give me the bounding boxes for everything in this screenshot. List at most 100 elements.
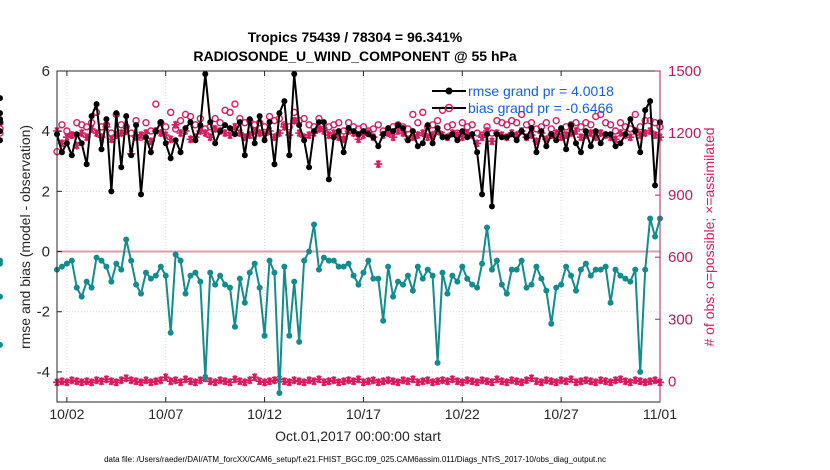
bias-point [103,263,110,270]
bias-point [444,290,451,297]
rmse-point [597,140,604,147]
rmse-point [533,149,540,156]
rmse-point [464,134,471,141]
rmse-point [454,137,461,144]
obs-assimilated-point [552,129,561,138]
bias-point [118,266,125,273]
rmse-point [429,140,436,147]
rmse-point [498,134,505,141]
obs-assimilated-point [606,378,615,387]
obs-assimilated-point [67,376,76,385]
bias-point [202,374,209,381]
rmse-point [0,128,3,135]
obs-assimilated-point [260,131,269,140]
rmse-point [315,119,322,126]
obs-assimilated-point [453,131,462,140]
bias-point [182,290,189,297]
obs-assimilated-point [156,129,165,138]
y-tick-label: -4 [37,364,50,381]
rmse-point [518,128,525,135]
obs-assimilated-point [206,133,215,142]
obs-assimilated-point [270,133,279,142]
bias-point [538,275,545,282]
legend-bias-label: bias grand pr = -0.6466 [468,100,613,116]
rmse-point [271,161,278,168]
rmse-point [370,134,377,141]
bias-point [0,293,3,300]
bias-point [261,332,268,339]
obs-assimilated-point [295,129,304,138]
obs-assimilated-point [562,131,571,140]
bias-point [568,272,575,279]
bias-point [385,263,392,270]
obs-assimilated-point [305,376,314,385]
obs-assimilated-point [483,377,491,386]
obs-assimilated-point [226,378,234,387]
obs-assimilated-point [245,131,254,140]
rmse-point [306,164,313,171]
obs-assimilated-point [82,133,91,142]
obs-assimilated-point [57,139,66,148]
rmse-point [187,119,194,126]
obs-assimilated-point [196,127,205,135]
rmse-point [281,98,288,105]
bias-point [133,281,140,288]
obs-possible-point [433,116,442,125]
obs-assimilated-point [473,139,482,148]
obs-possible-point [231,100,239,108]
rmse-point [93,101,100,108]
rmse-point [286,152,293,159]
rmse-point [197,122,204,129]
rmse-point [207,119,214,126]
obs-assimilated-point [87,124,96,133]
rmse-point [340,149,347,156]
bias-point [518,257,525,264]
obs-assimilated-point [127,376,136,385]
bias-point [513,266,520,273]
obs-assimilated-point [651,376,660,385]
series-bias [0,215,663,396]
rmse-point [642,107,649,114]
obs-assimilated-point [463,376,472,385]
obs-assimilated-point [132,377,141,386]
obs-possible-point [211,114,219,123]
obs-assimilated-point [512,377,521,386]
bias-point [642,266,649,273]
rmse-point [246,116,253,123]
bias-point [474,284,481,291]
y2-tick-label: 1200 [668,125,701,142]
rmse-point [0,119,3,126]
bias-point [602,263,609,270]
y2-tick-label: 600 [668,249,693,266]
rmse-point [409,128,416,135]
rmse-point [68,152,75,159]
obs-assimilated-point [285,131,294,140]
bias-point [627,278,634,285]
obs-assimilated-point [478,133,487,142]
bias-point [236,275,243,282]
obs-assimilated-point [112,378,121,387]
bias-point [113,260,120,267]
chart-title: Tropics 75439 / 78304 = 96.341% [248,29,463,45]
bias-point [508,266,515,273]
rmse-point [123,113,130,120]
obs-assimilated-point [606,133,615,142]
obs-assimilated-point [216,376,225,385]
chart-subtitle: RADIOSONDE_U_WIND_COMPONENT @ 55 hPa [193,48,516,64]
obs-assimilated-point [87,378,96,387]
bias-point [311,221,318,228]
obs-assimilated-point [384,129,393,138]
bias-point [503,290,510,297]
obs-assimilated-point [641,378,650,387]
bias-point [241,299,248,306]
bias-point [222,281,229,288]
obs-assimilated-point [542,135,551,144]
obs-assimilated-point [527,374,536,383]
bias-point [68,257,75,264]
bias-point [370,275,377,282]
obs-assimilated-point [230,122,239,131]
obs-assimilated-point [250,127,259,135]
bias-point [296,338,303,345]
bias-point [375,275,382,282]
